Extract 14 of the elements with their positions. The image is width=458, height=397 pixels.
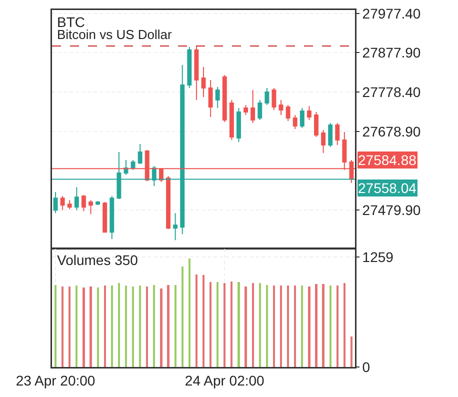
ref-line-label: 27584.88 [358,152,417,168]
y-tick-label: 27479.90 [362,202,421,218]
y-tick-label: 27678.90 [362,123,421,140]
y-tick-label: 1259 [362,248,394,265]
y-tick-label: 27778.40 [362,84,421,100]
text: Bitcoin vs US Dollar [57,27,173,42]
x-tick-label: 23 Apr 20:00 [16,372,96,388]
chart-title: Volumes 350 [57,252,138,268]
y-tick-label: 27877.90 [362,44,421,61]
y-tick-label: 27977.40 [362,5,421,22]
x-tick-label: 24 Apr 02:00 [184,372,265,388]
y-tick-label: 0 [362,358,370,375]
chart-title: BTC [57,14,85,30]
ref-line-label: 27558.04 [358,180,417,196]
